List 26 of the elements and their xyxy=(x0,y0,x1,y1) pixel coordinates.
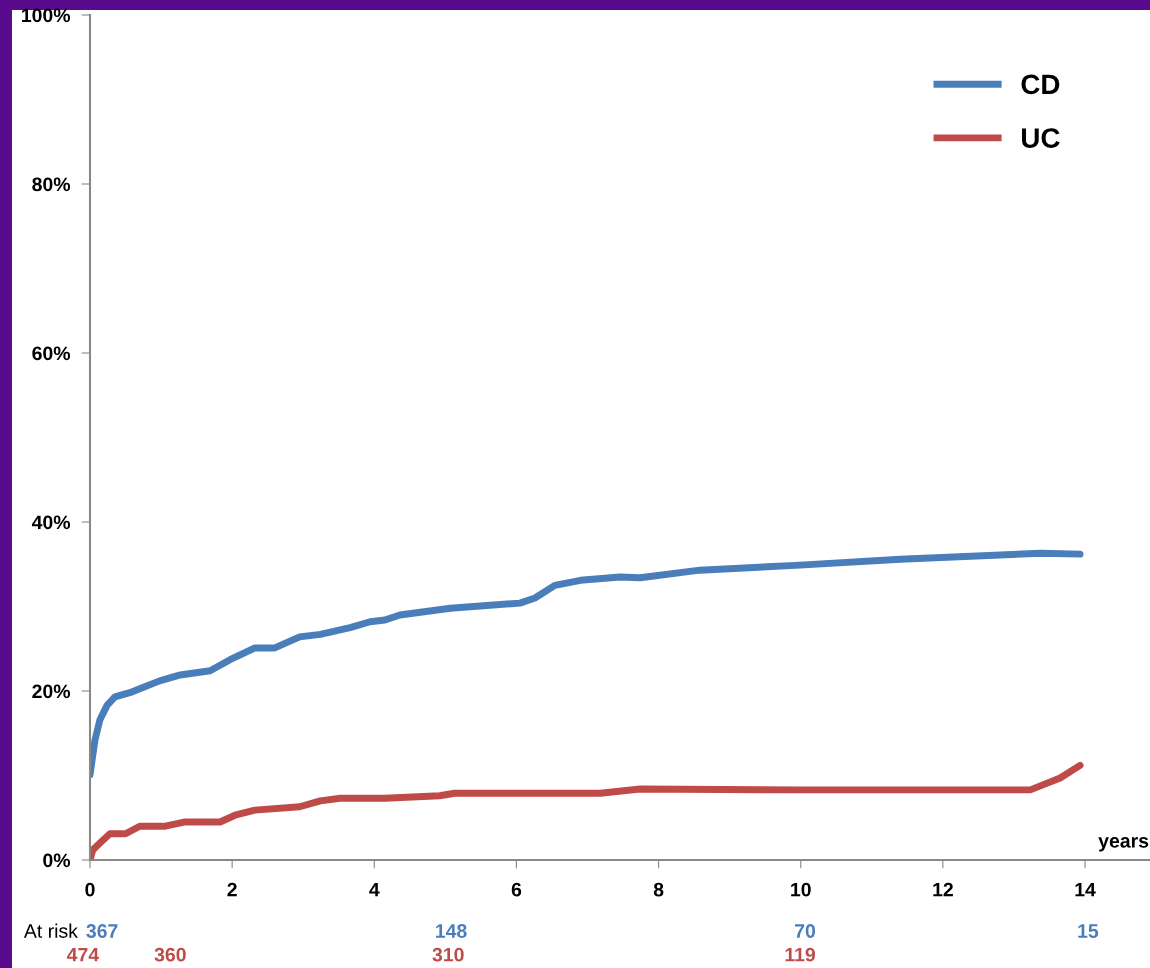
x-axis-title: years xyxy=(1098,837,1149,852)
x-tick-label: 14 xyxy=(1075,882,1096,897)
y-tick-label: 0% xyxy=(43,853,71,868)
y-tick-label: 80% xyxy=(32,177,71,192)
x-tick-label: 4 xyxy=(369,882,380,897)
y-tick-label: 100% xyxy=(22,8,71,23)
x-tick-label: 0 xyxy=(85,882,95,897)
text: 367 xyxy=(86,924,118,938)
x-tick-label: 2 xyxy=(227,882,237,897)
text: 70 xyxy=(795,924,816,938)
y-tick-label: 20% xyxy=(32,684,71,699)
x-tick-label: 8 xyxy=(653,882,664,897)
text: 119 xyxy=(785,947,815,962)
x-tick-label: 12 xyxy=(933,882,953,897)
y-tick-label: 40% xyxy=(31,515,71,530)
x-tick-label: 6 xyxy=(511,882,522,897)
x-tick-label: 10 xyxy=(791,882,811,897)
text: 310 xyxy=(432,947,464,962)
text: 360 xyxy=(154,947,186,962)
text: At risk xyxy=(23,923,78,938)
y-tick-label: 60% xyxy=(32,346,71,361)
text: 148 xyxy=(436,924,467,938)
text: 474 xyxy=(66,947,100,962)
text: 15 xyxy=(1078,924,1099,938)
legend-label: CD xyxy=(1021,74,1060,95)
legend-label: UC xyxy=(1022,128,1060,148)
